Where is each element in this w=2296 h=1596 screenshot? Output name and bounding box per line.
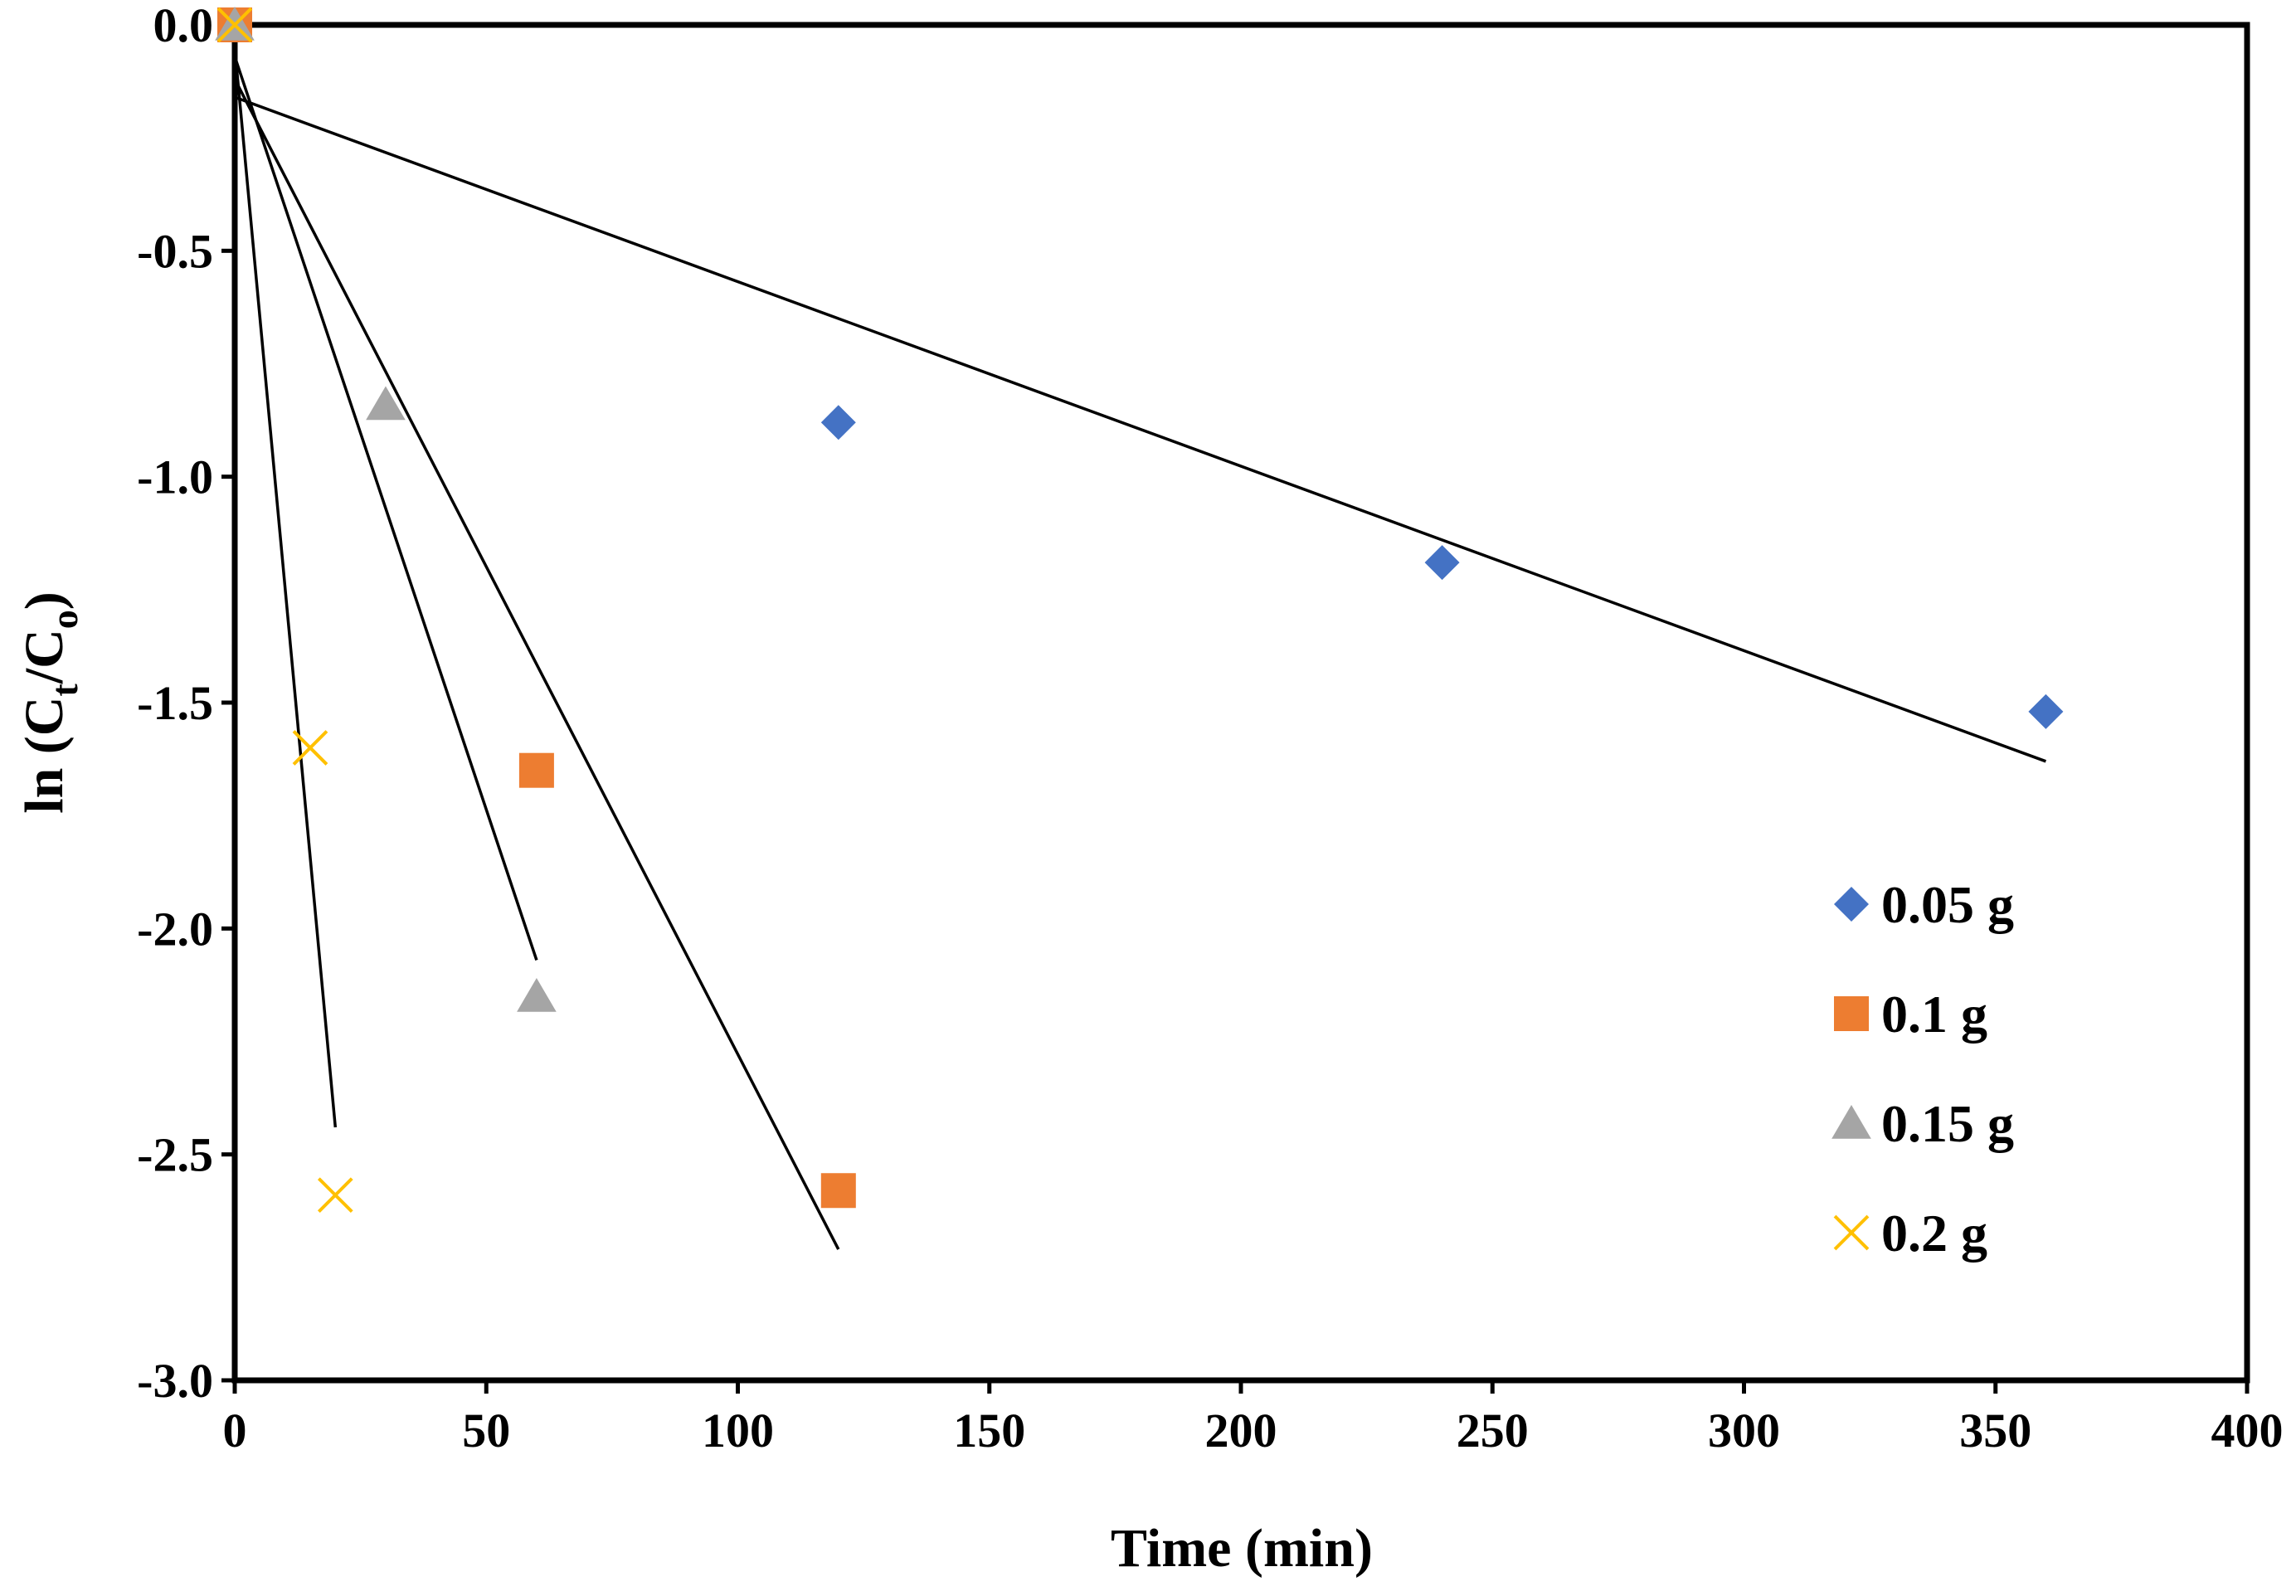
legend-label: 0.2 g (1881, 1204, 1987, 1263)
y-tick-label: -0.5 (137, 224, 213, 278)
y-tick-label: -2.0 (137, 902, 213, 956)
y-tick-label: -3.0 (137, 1354, 213, 1408)
data-points (215, 6, 2064, 1214)
data-point-triangle (366, 386, 406, 421)
trendline (233, 78, 840, 1250)
axes: 0 50 100 150 200 250 300 350 400 0.0 -0.5 -1.0 -1.5 -… (137, 0, 2283, 1457)
plot-area (235, 25, 2247, 1380)
legend-label: 0.1 g (1881, 985, 1987, 1044)
data-point-diamond (820, 405, 856, 440)
y-tick-label: -1.5 (137, 676, 213, 730)
data-point-square (518, 752, 554, 788)
trendline (233, 56, 538, 961)
x-tick-label: 100 (702, 1404, 774, 1457)
legend: 0.05 g 0.1 g 0.15 g 0.2 g (1831, 875, 2014, 1263)
data-point-square (820, 1173, 856, 1209)
x-tick-label: 400 (2211, 1404, 2284, 1457)
legend-marker-triangle (1831, 1104, 1871, 1139)
trendline (234, 95, 2047, 763)
legend-marker-x (1833, 1214, 1870, 1251)
y-tick-label: -2.5 (137, 1128, 213, 1182)
trendline (233, 47, 338, 1128)
plot-border (231, 22, 2250, 1384)
data-point-triangle (517, 977, 557, 1012)
data-point-x (216, 7, 253, 43)
trendlines (233, 47, 2047, 1250)
x-tick-label: 200 (1205, 1404, 1277, 1457)
legend-marker-diamond (1834, 887, 1869, 922)
x-tick-label: 300 (1708, 1404, 1780, 1457)
y-tick-label: -1.0 (137, 450, 213, 504)
x-tick-label: 50 (462, 1404, 510, 1457)
y-axis-title: ln (Ct/Co) (14, 591, 85, 814)
x-tick-label: 250 (1457, 1404, 1529, 1457)
x-tick-label: 150 (953, 1404, 1025, 1457)
data-point-x (292, 730, 328, 766)
x-tick-label: 0 (223, 1404, 247, 1457)
data-point-diamond (2028, 693, 2064, 729)
legend-label: 0.05 g (1881, 875, 2014, 934)
x-axis-title: Time (min) (1111, 1518, 1373, 1579)
data-point-diamond (1424, 545, 1460, 581)
legend-marker-square (1834, 996, 1869, 1031)
data-point-x (317, 1177, 353, 1214)
x-tick-label: 350 (1959, 1404, 2031, 1457)
y-tick-label: 0.0 (153, 0, 214, 52)
legend-label: 0.15 g (1881, 1094, 2014, 1153)
